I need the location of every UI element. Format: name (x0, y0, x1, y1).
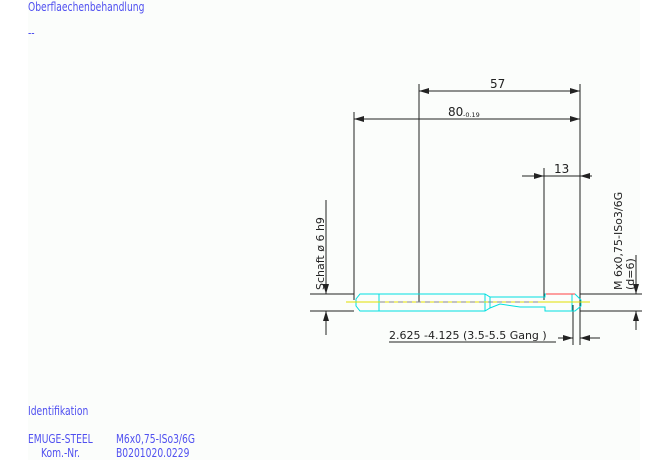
kom-value: B0201020.0229 (116, 446, 190, 460)
designation-text: M6x0,75-ISo3/6G (116, 432, 195, 446)
shank-diameter-label: Schaft ø 6 h9 (314, 217, 327, 290)
surface-treatment-value: -- (28, 26, 35, 40)
thread-label: M 6x0,75-ISo3/6G (612, 192, 625, 290)
dim-57-text: 57 (490, 77, 505, 91)
identification-title: Identifikation (28, 404, 89, 418)
dim-80-tolerance: -0.19 (463, 111, 480, 119)
chamfer-label: 2.625 -4.125 (3.5-5.5 Gang ) (389, 329, 547, 342)
kom-label: Kom.-Nr. (41, 446, 80, 460)
dim-13-text: 13 (554, 162, 569, 176)
thread-d-label: (d=6) (624, 258, 637, 290)
drawing-sheet (28, 0, 640, 460)
brand-text: EMUGE-STEEL (28, 432, 93, 446)
dim-80-text: 80 (448, 105, 463, 119)
surface-treatment-title: Oberflaechenbehandlung (28, 0, 145, 14)
